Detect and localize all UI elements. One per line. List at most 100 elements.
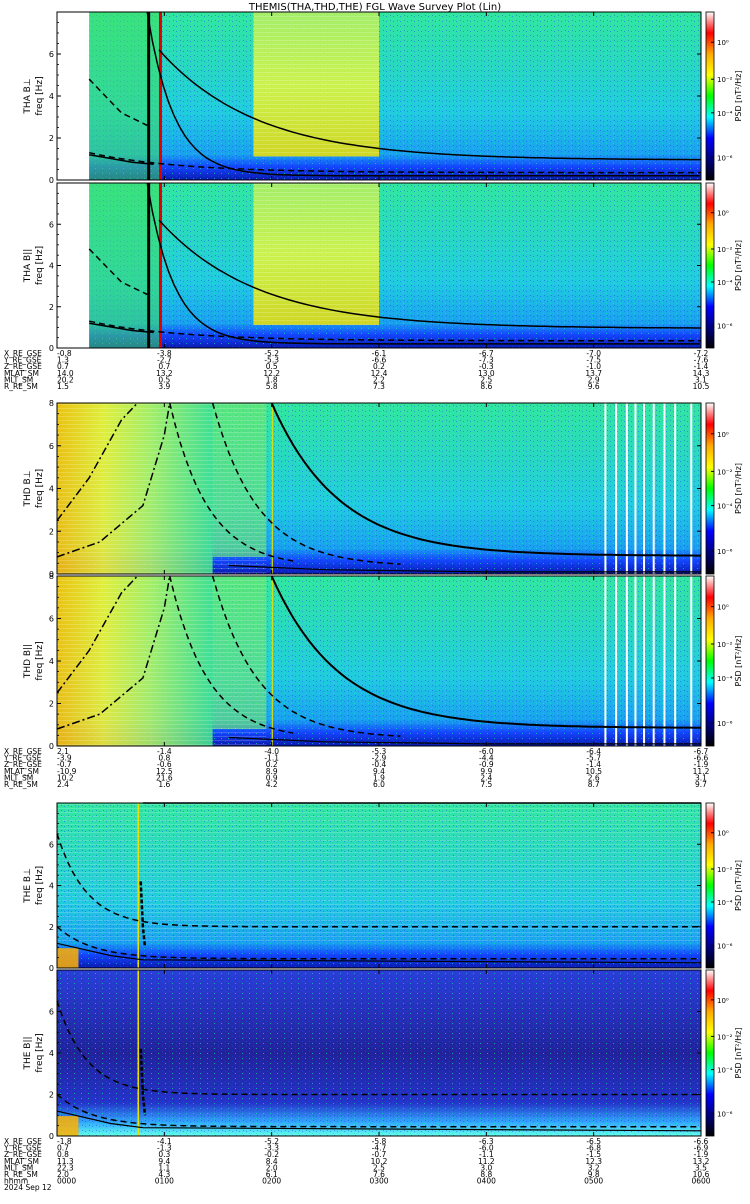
colorbar: 10⁰ 10⁻² 10⁻⁴ 10⁻⁶ PSD [nT²/Hz] (705, 802, 743, 969)
data-gap (634, 403, 637, 574)
ephemeris-value: -2.9 (372, 754, 387, 763)
ephemeris-value: 11.2 (693, 767, 710, 776)
colorbar-tick-label: 10⁻² (717, 1033, 733, 1041)
ephemeris-value: 10.6 (693, 1170, 710, 1179)
data-gap (634, 576, 637, 746)
ephemeris-value: 6.0 (373, 780, 385, 789)
ephemeris-value: 2.0 (266, 1163, 278, 1172)
ephemeris-value: -1.1 (264, 754, 279, 763)
data-gap (57, 12, 90, 180)
colorbar-label: PSD [nT²/Hz] (734, 240, 743, 291)
ephemeris-value: -6.6 (372, 356, 387, 365)
data-gap (652, 403, 655, 574)
y-tick-label: 0 (49, 742, 54, 751)
ephemeris-value: 10.2 (57, 773, 74, 782)
ephemeris-value: -5.3 (264, 356, 279, 365)
x-tick-label: 0100 (155, 1177, 174, 1186)
ephemeris-value: 12.5 (156, 767, 173, 776)
colorbar-tick-label: 10⁻⁶ (717, 548, 733, 556)
ephemeris-value: 8.7 (588, 780, 600, 789)
harmonic-bands (253, 12, 379, 157)
ephemeris-value: -4.0 (264, 747, 279, 756)
ephemeris-value: -6.0 (479, 747, 494, 756)
cyclotron-curve (56, 575, 139, 694)
ephemeris-value: 3.9 (158, 382, 170, 391)
ephemeris-value: -5.7 (586, 754, 601, 763)
cyclotron-curve (270, 402, 701, 557)
y-tick-label: 2 (49, 303, 54, 312)
ephemeris-value: -5.2 (264, 1137, 279, 1146)
ephemeris-value: -0.7 (57, 760, 72, 769)
colorbar-tick-label: 10⁻² (717, 246, 733, 254)
cyclotron-curve (89, 322, 154, 334)
ephemeris-row-label: Z_RE_GSE (4, 1150, 42, 1159)
ephemeris-value: -5.2 (264, 349, 279, 358)
y-tick-label: 0 (49, 570, 54, 579)
y-axis-label: freq [Hz] (35, 469, 45, 508)
colorbar-scale (705, 969, 715, 1137)
ephemeris-value: 1.5 (57, 382, 69, 391)
ephemeris-value: -4.7 (372, 1144, 387, 1153)
spectral-enhancement (57, 1116, 79, 1136)
colorbar-tick-label: 10⁻⁴ (717, 503, 733, 511)
ephemeris-value: -3.8 (157, 349, 172, 358)
date-label: 2024 Sep 12 (4, 1183, 52, 1192)
ephemeris-value: -3.9 (57, 754, 72, 763)
colorbar-tick-label: 10⁻² (717, 468, 733, 476)
ephemeris-value: 2.4 (57, 780, 69, 789)
data-gap (615, 403, 618, 574)
y-tick-label: 4 (49, 1049, 54, 1058)
ephemeris-row-label: Z_RE_GSE (4, 760, 42, 769)
y-tick-label: 8 (49, 572, 54, 581)
colorbar: 10⁰ 10⁻² 10⁻⁴ 10⁻⁶ PSD [nT²/Hz] (705, 969, 743, 1137)
y-tick-label: 4 (49, 92, 54, 101)
ephemeris-value: 3.2 (588, 1163, 600, 1172)
ephemeris-value: -7.2 (694, 349, 709, 358)
ephemeris-value: 8.8 (480, 1170, 492, 1179)
colorbar-label: PSD [nT²/Hz] (734, 71, 743, 122)
data-gap (663, 403, 666, 574)
ephemeris-value: -7.0 (586, 349, 601, 358)
harmonic-curve (56, 1093, 701, 1128)
ephemeris-value: -6.0 (479, 1144, 494, 1153)
ephemeris-value: -0.6 (157, 760, 172, 769)
y-tick-label: 0 (49, 1132, 54, 1141)
ephemeris-value: 14.0 (57, 369, 74, 378)
colorbar-tick-label: 10⁻⁶ (717, 720, 733, 728)
x-tick-label: 0000 (57, 1177, 76, 1186)
ephemeris-value: 8.6 (480, 382, 492, 391)
ephemeris-value: -6.8 (586, 1144, 601, 1153)
ephemeris-value: 1.9 (373, 773, 385, 782)
colorbar-scale (705, 575, 715, 747)
ephemeris-value: 0.5 (266, 362, 278, 371)
x-tick-label: 0300 (369, 1177, 388, 1186)
ephemeris-value: 8.9 (266, 767, 278, 776)
ephemeris-value: 1.3 (57, 356, 69, 365)
colorbar-tick-label: 10⁰ (717, 431, 729, 439)
ephemeris-value: -0.8 (57, 349, 72, 358)
ephemeris-value: 13.2 (156, 369, 173, 378)
ephemeris-value: 3.0 (480, 1163, 492, 1172)
harmonic-bands (57, 803, 701, 944)
spectrogram-panel: 0 2 4 6 THA B⊥ freq [Hz] (23, 11, 702, 185)
harmonic-curve (56, 1000, 701, 1096)
ephemeris-row-label: MLAT_SM (4, 767, 39, 776)
ephemeris-value: 0.2 (373, 362, 385, 371)
ephemeris-value: 22.3 (57, 1163, 74, 1172)
y-tick-label: 2 (49, 527, 54, 536)
ephemeris-value: 12.2 (263, 369, 280, 378)
spectrogram-panel: 0 2 4 6 THE B|| freq [Hz] (23, 969, 702, 1141)
ephemeris-value: 3.1 (695, 375, 707, 384)
colorbar-label: PSD [nT²/Hz] (734, 463, 743, 514)
x-tick-label: 0500 (584, 1177, 603, 1186)
ephemeris-value: -4.4 (479, 754, 494, 763)
cyclotron-curve (56, 942, 702, 964)
colorbar: 10⁰ 10⁻² 10⁻⁴ 10⁻⁶ PSD [nT²/Hz] (705, 575, 743, 747)
ephemeris-value: 11.3 (57, 1157, 74, 1166)
data-gap (690, 403, 693, 574)
cyclotron-curve (270, 575, 701, 729)
ephemeris-value: -6.4 (586, 747, 601, 756)
